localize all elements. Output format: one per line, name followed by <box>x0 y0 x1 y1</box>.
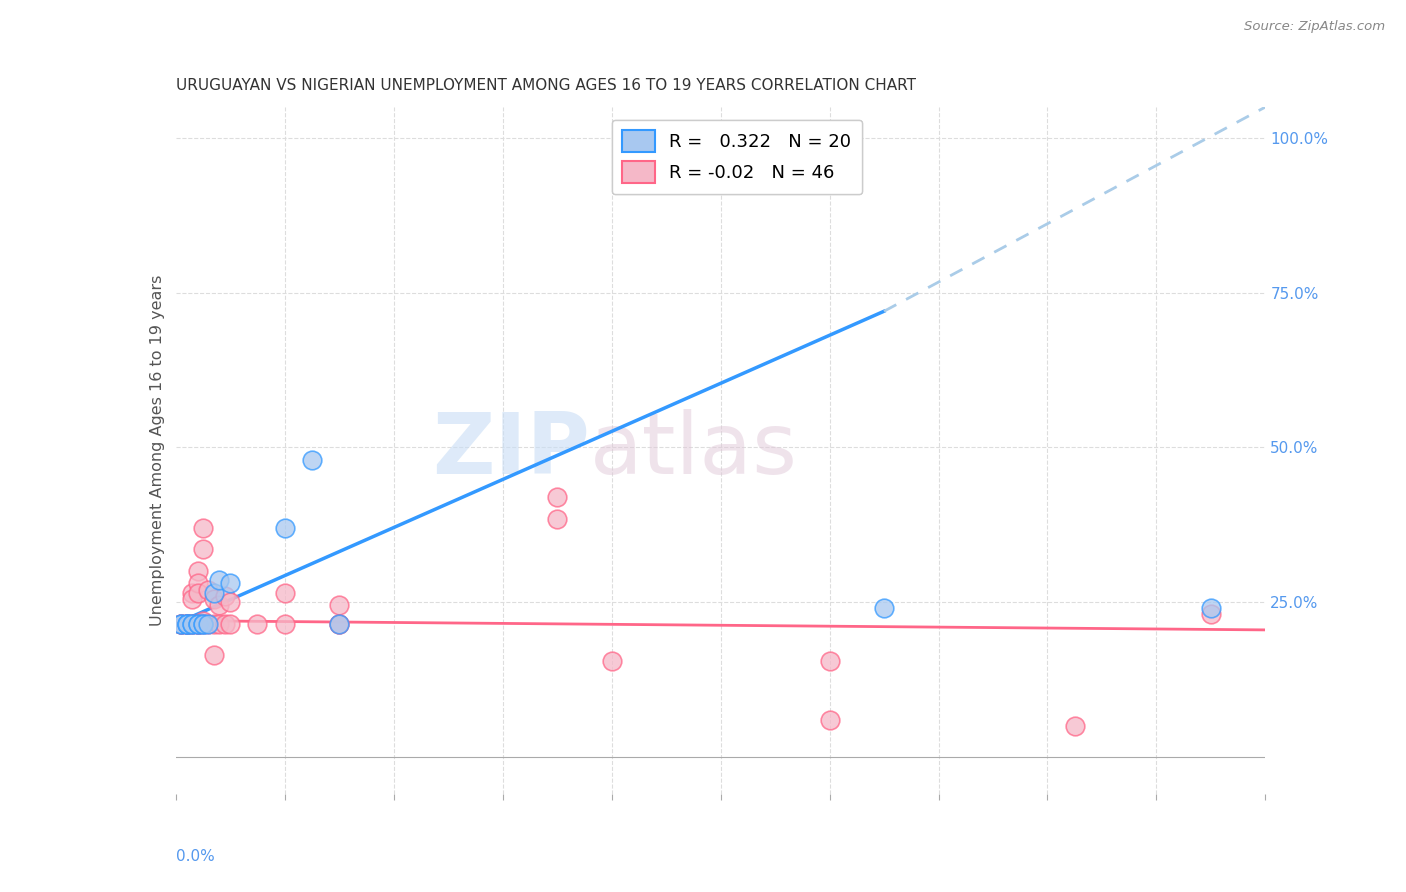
Point <box>181 591 204 606</box>
Point <box>208 616 231 631</box>
Point <box>818 654 841 668</box>
Point <box>328 616 350 631</box>
Point <box>197 616 219 631</box>
Point <box>186 616 209 631</box>
Point <box>186 616 209 631</box>
Point <box>176 616 198 631</box>
Point <box>181 616 204 631</box>
Point <box>181 586 204 600</box>
Point <box>274 521 297 535</box>
Point <box>186 586 209 600</box>
Point <box>170 616 193 631</box>
Y-axis label: Unemployment Among Ages 16 to 19 years: Unemployment Among Ages 16 to 19 years <box>149 275 165 626</box>
Point <box>1063 719 1085 733</box>
Point <box>208 598 231 612</box>
Point <box>246 616 269 631</box>
Point <box>818 713 841 727</box>
Point <box>176 616 198 631</box>
Legend: R =   0.322   N = 20, R = -0.02   N = 46: R = 0.322 N = 20, R = -0.02 N = 46 <box>612 120 862 194</box>
Text: atlas: atlas <box>591 409 797 492</box>
Point <box>170 616 193 631</box>
Text: ZIP: ZIP <box>432 409 591 492</box>
Point <box>181 616 204 631</box>
Point <box>170 616 193 631</box>
Point <box>328 616 350 631</box>
Point <box>328 616 350 631</box>
Point <box>176 616 198 631</box>
Point <box>191 614 214 628</box>
Point <box>191 616 214 631</box>
Point <box>301 452 323 467</box>
Point <box>1199 601 1222 615</box>
Point <box>186 616 209 631</box>
Point <box>170 616 193 631</box>
Point <box>202 591 225 606</box>
Text: 0.0%: 0.0% <box>176 849 215 863</box>
Point <box>176 616 198 631</box>
Point <box>186 616 209 631</box>
Point <box>191 521 214 535</box>
Point <box>181 616 204 631</box>
Point <box>274 616 297 631</box>
Point <box>219 595 242 609</box>
Point <box>873 601 896 615</box>
Point <box>546 511 568 525</box>
Point <box>191 542 214 557</box>
Point <box>191 616 214 631</box>
Point <box>546 490 568 504</box>
Point <box>186 564 209 578</box>
Point <box>186 576 209 591</box>
Text: Source: ZipAtlas.com: Source: ZipAtlas.com <box>1244 20 1385 33</box>
Text: URUGUAYAN VS NIGERIAN UNEMPLOYMENT AMONG AGES 16 TO 19 YEARS CORRELATION CHART: URUGUAYAN VS NIGERIAN UNEMPLOYMENT AMONG… <box>176 78 915 94</box>
Point <box>274 586 297 600</box>
Point <box>197 616 219 631</box>
Point <box>600 654 623 668</box>
Point <box>197 582 219 597</box>
Point <box>328 598 350 612</box>
Point <box>191 616 214 631</box>
Point <box>170 616 193 631</box>
Point <box>202 616 225 631</box>
Point <box>176 616 198 631</box>
Point <box>176 616 198 631</box>
Point <box>202 648 225 662</box>
Point <box>1199 607 1222 622</box>
Point <box>219 576 242 591</box>
Point <box>214 616 236 631</box>
Point <box>219 616 242 631</box>
Point <box>186 616 209 631</box>
Point <box>176 616 198 631</box>
Point <box>181 616 204 631</box>
Point <box>208 574 231 588</box>
Point <box>202 586 225 600</box>
Point <box>214 589 236 603</box>
